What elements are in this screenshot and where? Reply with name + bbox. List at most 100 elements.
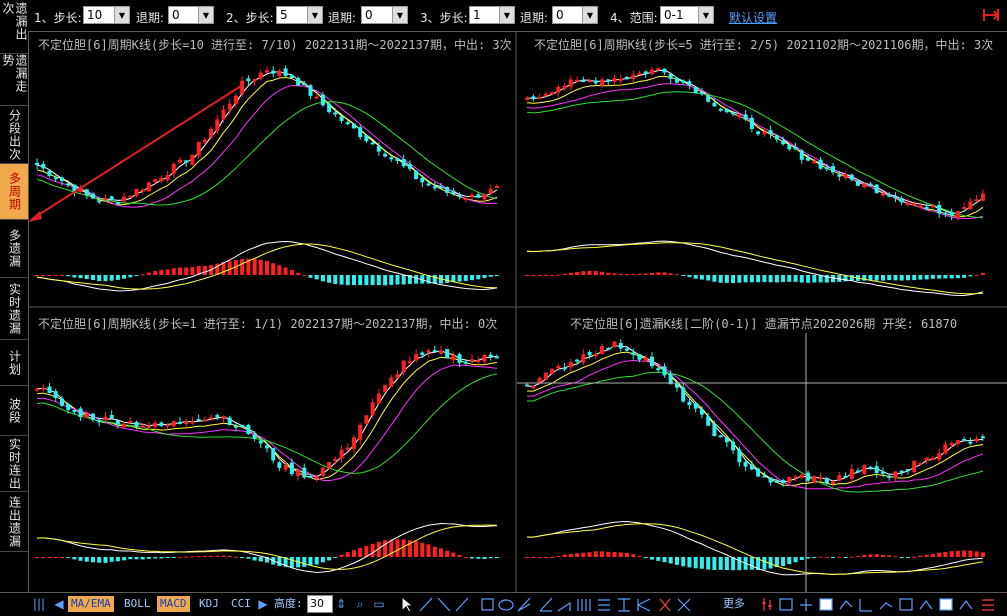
left-tab-2[interactable]: 遗漏走势 xyxy=(0,54,28,106)
chart-type-icons[interactable] xyxy=(760,595,1005,614)
group2-step-select[interactable]: 5 ▼ xyxy=(276,6,323,24)
left-tab-3[interactable]: 分段出次 xyxy=(0,106,28,164)
candle-body xyxy=(482,194,487,200)
macd-bar xyxy=(699,557,704,569)
chevron-down-icon[interactable]: ▼ xyxy=(114,7,129,23)
candle-body xyxy=(562,85,567,89)
macd-bar xyxy=(537,275,542,276)
left-tab-6[interactable]: 实时遗漏 xyxy=(0,278,28,340)
macd-bar xyxy=(358,548,363,557)
candle-body xyxy=(930,457,935,460)
more-button[interactable]: 更多 xyxy=(723,597,745,610)
candle-body xyxy=(389,377,394,387)
left-tab-8[interactable]: 波段 xyxy=(0,386,28,436)
candle-body xyxy=(451,355,456,360)
left-tab-5[interactable]: 多遗漏 xyxy=(0,220,28,278)
left-tab-7[interactable]: 计划 xyxy=(0,340,28,386)
candle-body xyxy=(407,164,412,169)
macd-bar xyxy=(718,275,723,283)
group3-back-select[interactable]: 0 ▼ xyxy=(552,6,598,24)
candle-body xyxy=(122,423,127,427)
candle-body xyxy=(606,347,611,350)
left-tab-1[interactable]: 遗漏出次 xyxy=(0,2,28,54)
candle-body xyxy=(258,72,263,79)
chevron-down-icon[interactable]: ▼ xyxy=(198,7,213,23)
chevron-down-icon[interactable]: ▼ xyxy=(499,7,514,23)
ma-ema-button[interactable]: MA/EMA xyxy=(68,596,114,612)
candle-body xyxy=(97,420,102,423)
candle-body xyxy=(78,189,83,192)
group4-range-select[interactable]: 0-1 ▼ xyxy=(660,6,714,24)
macd-bar xyxy=(146,272,151,275)
macd-bar xyxy=(91,557,95,563)
chevron-down-icon[interactable]: ▼ xyxy=(307,7,322,23)
group1-step-value: 10 xyxy=(87,8,103,22)
candle-body xyxy=(439,350,443,354)
candle-body xyxy=(420,352,425,355)
macd-bar xyxy=(202,555,207,557)
left-tab-10[interactable]: 连出遗漏 xyxy=(0,492,28,552)
ma-line-1 xyxy=(37,350,497,478)
macd-bar xyxy=(843,275,848,282)
next-icon[interactable]: ▶ xyxy=(258,597,268,611)
group1-step-select[interactable]: 10 ▼ xyxy=(83,6,130,24)
chevron-down-icon[interactable]: ▼ xyxy=(392,7,407,23)
candle-body xyxy=(793,147,798,150)
prev-icon[interactable]: ◀ xyxy=(54,597,64,611)
left-tab-9[interactable]: 实时连出 xyxy=(0,436,28,492)
candle-body xyxy=(874,466,879,473)
macd-bar xyxy=(606,551,611,557)
group1-back-select[interactable]: 0 ▼ xyxy=(168,6,214,24)
candle-body xyxy=(314,96,319,99)
chevron-down-icon[interactable]: ▼ xyxy=(582,7,597,23)
macd-button[interactable]: MACD xyxy=(157,596,190,612)
ruler-icon[interactable]: ▭ xyxy=(373,597,385,611)
macd-bar xyxy=(271,263,276,275)
candle-body xyxy=(41,163,46,169)
boll-button[interactable]: BOLL xyxy=(124,597,151,610)
kdj-button[interactable]: KDJ xyxy=(199,597,219,610)
bars-icon[interactable]: ||| xyxy=(32,597,46,611)
candle-body xyxy=(768,477,773,483)
candle-body xyxy=(445,349,450,359)
candle-body xyxy=(899,470,904,473)
ma-line-3 xyxy=(527,359,984,490)
group2-back-select[interactable]: 0 ▼ xyxy=(361,6,408,24)
default-settings-link[interactable]: 默认设置 xyxy=(729,11,778,25)
chevron-down-icon[interactable]: ▼ xyxy=(698,7,713,23)
macd-bar xyxy=(184,556,189,558)
macd-bar xyxy=(153,557,158,559)
macd-bar xyxy=(352,550,356,557)
left-tab-label: 遗漏出次 xyxy=(1,2,28,41)
height-input[interactable]: 30 xyxy=(307,595,333,613)
search-icon[interactable]: ⌕ xyxy=(356,597,364,611)
exit-icon[interactable] xyxy=(981,5,1001,25)
candle-body xyxy=(296,77,301,86)
left-tab-4[interactable]: 多周期 xyxy=(0,164,28,220)
macd-bar xyxy=(937,275,942,279)
drawing-tools-icons[interactable] xyxy=(398,595,728,614)
left-tab-label: 波段 xyxy=(7,397,22,424)
candle-body xyxy=(824,477,829,484)
group3-step-select[interactable]: 1 ▼ xyxy=(469,6,515,24)
candle-body xyxy=(414,354,419,361)
stepper-icon[interactable]: ⇕ xyxy=(335,597,347,611)
group2-step-label: 2、步长: xyxy=(226,11,274,25)
candle-body xyxy=(806,472,811,481)
macd-bar xyxy=(955,550,960,557)
macd-bar xyxy=(289,557,294,568)
annotation-arrow-head xyxy=(28,211,42,222)
candle-body xyxy=(962,439,967,441)
candle-body xyxy=(968,441,973,444)
candle-body xyxy=(376,145,381,152)
cci-button[interactable]: CCI xyxy=(231,597,251,610)
macd-bar xyxy=(974,551,979,557)
macd-bar xyxy=(962,550,967,557)
macd-bar xyxy=(240,259,245,275)
candle-body xyxy=(171,163,176,174)
candle-body xyxy=(439,186,443,189)
macd-bar xyxy=(662,272,667,275)
candle-body xyxy=(240,424,245,427)
candle-body xyxy=(849,468,854,479)
candle-body xyxy=(345,122,350,125)
